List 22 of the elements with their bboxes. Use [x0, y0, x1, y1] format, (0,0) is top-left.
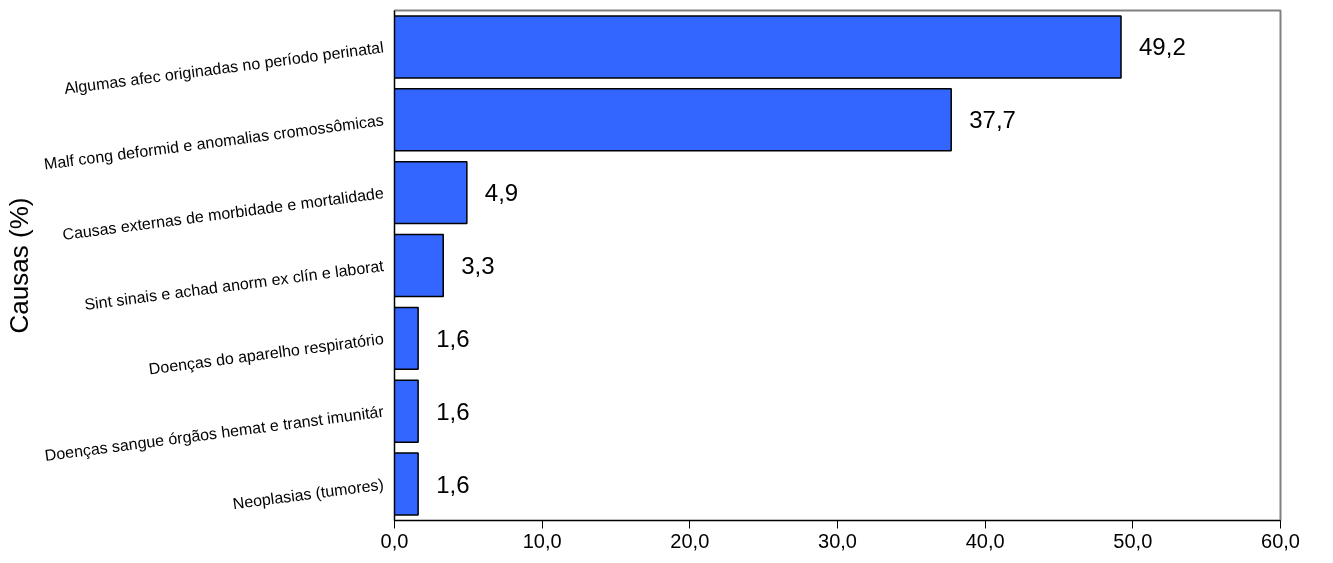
data-label: 4,9	[484, 179, 519, 207]
data-label: 37,7	[969, 106, 1016, 134]
x-tick-label: 60,0	[1261, 529, 1300, 552]
x-tick-label: 10,0	[522, 529, 562, 552]
y-tick-label: Doenças sangue órgãos hemat e transt imunitár	[43, 402, 386, 464]
y-tick-label: Doenças do aparelho respiratório	[147, 329, 385, 378]
data-label: 49,2	[1139, 33, 1186, 61]
x-tick-label: 30,0	[818, 529, 857, 552]
data-label: 3,3	[461, 252, 495, 279]
y-axis-title: Causas (%)	[3, 197, 34, 334]
y-tick-label: Neoplasias (tumores)	[231, 475, 385, 513]
y-tick-label: Malf cong deformid e anomalias cromossômicas	[42, 111, 385, 173]
data-label: 1,6	[436, 470, 470, 498]
y-tick-label: Sint sinais e achad anorm ex clín e laborat	[83, 257, 386, 314]
x-tick-label: 40,0	[965, 529, 1005, 552]
data-label: 1,6	[436, 324, 470, 352]
x-tick-label: 0,0	[380, 529, 409, 552]
data-label: 1,6	[436, 397, 470, 425]
y-tick-label: Causas externas de morbidade e mortalidade	[61, 184, 385, 244]
x-tick-label: 50,0	[1113, 529, 1153, 552]
y-tick-label: Algumas afec originadas no período perinatal	[63, 38, 385, 98]
x-tick-label: 20,0	[670, 529, 710, 552]
